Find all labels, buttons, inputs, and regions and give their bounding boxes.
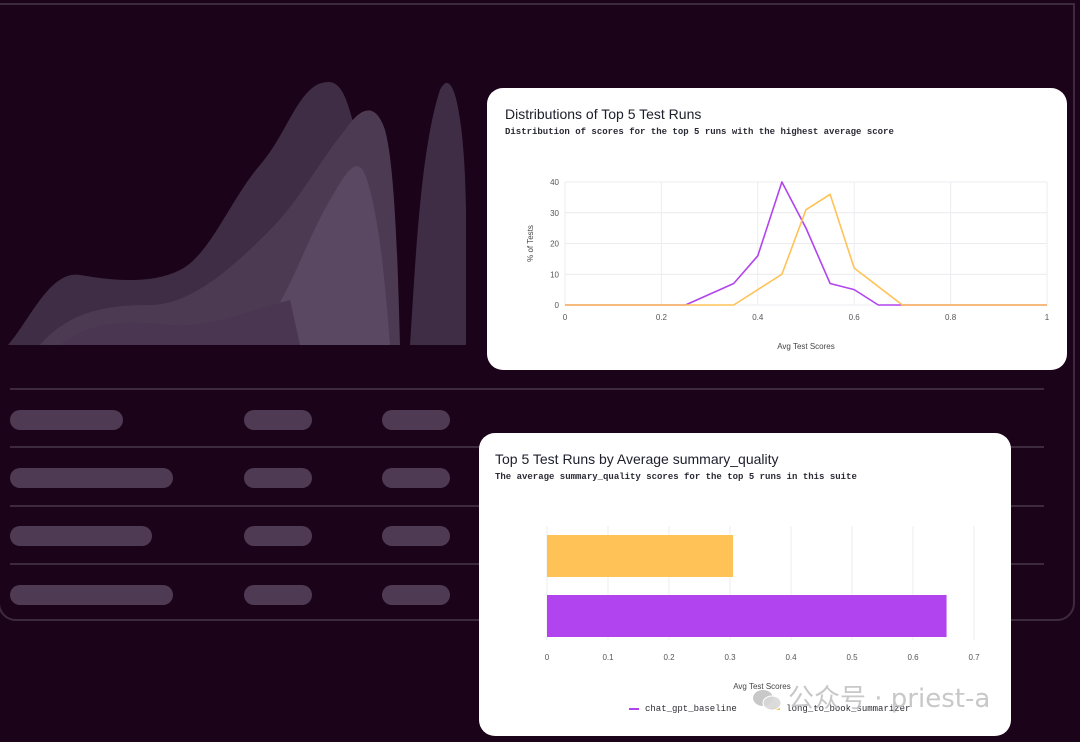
watermark: 公众号 · priest-a [752,678,990,715]
x-axis-label: Avg Test Scores [777,342,835,351]
bar [547,595,947,637]
x-axis-label: Avg Test Scores [733,682,791,691]
x-tick-label: 0.6 [849,313,861,322]
legend-label: chat_gpt_baseline [645,704,737,714]
placeholder-pill [382,410,450,430]
legend-item[interactable]: chat_gpt_baseline [629,704,737,714]
wave-shape [240,166,390,345]
x-tick-label: 0.3 [724,653,736,662]
legend-label: long_to_book_summarizer [786,704,911,714]
background-wave-art [8,81,466,345]
x-tick-label: 0.1 [602,653,614,662]
y-tick-label: 0 [555,301,560,310]
y-axis-label: % of Tests [526,225,535,262]
placeholder-pill [10,526,152,546]
bar-chart-title: Top 5 Test Runs by Average summary_quali… [495,451,779,467]
placeholder-pill [10,410,123,430]
placeholder-pill [244,410,312,430]
placeholder-pill [244,468,312,488]
x-tick-label: 0.5 [846,653,858,662]
x-tick-label: 0 [545,653,550,662]
x-tick-label: 1 [1045,313,1050,322]
bar-chart-card: Top 5 Test Runs by Average summary_quali… [479,433,1011,736]
bar-chart-subtitle: The average summary_quality scores for t… [495,472,857,482]
placeholder-pill [244,526,312,546]
y-tick-label: 10 [550,270,559,279]
x-tick-label: 0.8 [945,313,957,322]
placeholder-pill [10,585,173,605]
placeholder-pill [382,585,450,605]
series-line [565,181,1047,306]
x-tick-label: 0.2 [656,313,668,322]
series-line [565,193,1047,306]
wave-shape [410,82,466,345]
distribution-chart-card: Distributions of Top 5 Test Runs Distrib… [487,88,1067,370]
placeholder-pill [382,468,450,488]
distribution-chart-title: Distributions of Top 5 Test Runs [505,106,702,122]
watermark-text: 公众号 · priest-a [788,684,991,714]
x-tick-label: 0.4 [785,653,797,662]
x-tick-label: 0.2 [663,653,675,662]
y-tick-label: 20 [550,240,559,249]
placeholder-pill [244,585,312,605]
x-tick-label: 0.4 [752,313,764,322]
bar-chart: 0 0.1 0.2 0.3 0.4 0.5 0.6 0.7 Avg Test Scores [545,526,980,691]
legend-swatch [629,707,639,710]
placeholder-pill [10,468,173,488]
x-tick-label: 0 [563,313,568,322]
distribution-chart-subtitle: Distribution of scores for the top 5 run… [505,127,894,137]
wave-shape [60,300,300,345]
y-tick-label: 40 [550,178,559,187]
placeholder-pill [382,526,450,546]
bar [547,535,734,577]
y-tick-label: 30 [550,209,559,218]
x-tick-label: 0.7 [968,653,980,662]
table-divider [10,388,1044,390]
x-tick-label: 0.6 [907,653,919,662]
wechat-icon [753,689,782,710]
